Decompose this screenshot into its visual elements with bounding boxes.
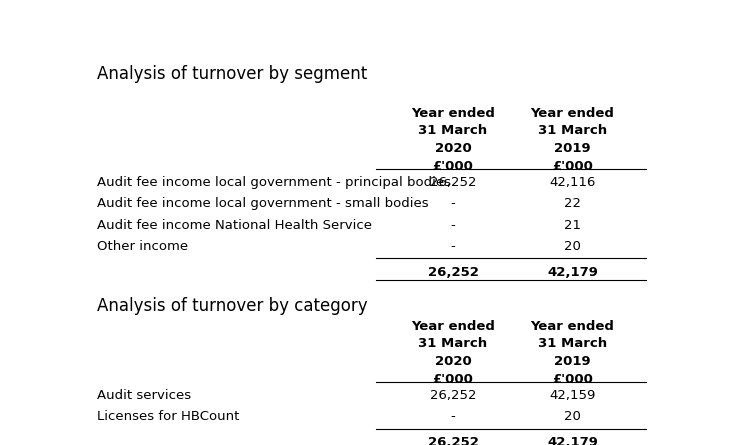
- Text: -: -: [451, 197, 455, 210]
- Text: -: -: [451, 218, 455, 231]
- Text: Other income: Other income: [98, 240, 189, 253]
- Text: 2019: 2019: [554, 355, 591, 368]
- Text: 20: 20: [564, 410, 581, 424]
- Text: 21: 21: [564, 218, 581, 231]
- Text: 20: 20: [564, 240, 581, 253]
- Text: Year ended: Year ended: [411, 106, 495, 120]
- Text: 31 March: 31 March: [538, 337, 607, 351]
- Text: 42,159: 42,159: [549, 389, 595, 402]
- Text: 26,252: 26,252: [427, 437, 479, 445]
- Text: Analysis of turnover by segment: Analysis of turnover by segment: [98, 65, 368, 83]
- Text: £'000: £'000: [552, 160, 593, 173]
- Text: 26,252: 26,252: [429, 176, 476, 189]
- Text: 42,179: 42,179: [547, 437, 598, 445]
- Text: Audit fee income local government - principal bodies: Audit fee income local government - prin…: [98, 176, 451, 189]
- Text: Analysis of turnover by category: Analysis of turnover by category: [98, 297, 368, 316]
- Text: Licenses for HBCount: Licenses for HBCount: [98, 410, 240, 424]
- Text: 2020: 2020: [435, 142, 471, 155]
- Text: £'000: £'000: [552, 373, 593, 386]
- Text: 2020: 2020: [435, 355, 471, 368]
- Text: Year ended: Year ended: [531, 320, 614, 333]
- Text: £'000: £'000: [432, 160, 473, 173]
- Text: 26,252: 26,252: [427, 266, 479, 279]
- Text: 42,179: 42,179: [547, 266, 598, 279]
- Text: 42,116: 42,116: [549, 176, 595, 189]
- Text: 22: 22: [564, 197, 581, 210]
- Text: Audit services: Audit services: [98, 389, 192, 402]
- Text: Audit fee income National Health Service: Audit fee income National Health Service: [98, 218, 372, 231]
- Text: Year ended: Year ended: [411, 320, 495, 333]
- Text: £'000: £'000: [432, 373, 473, 386]
- Text: Year ended: Year ended: [531, 106, 614, 120]
- Text: -: -: [451, 410, 455, 424]
- Text: 31 March: 31 March: [418, 337, 487, 351]
- Text: 31 March: 31 March: [418, 124, 487, 138]
- Text: 26,252: 26,252: [429, 389, 476, 402]
- Text: Audit fee income local government - small bodies: Audit fee income local government - smal…: [98, 197, 429, 210]
- Text: 31 March: 31 March: [538, 124, 607, 138]
- Text: -: -: [451, 240, 455, 253]
- Text: 2019: 2019: [554, 142, 591, 155]
